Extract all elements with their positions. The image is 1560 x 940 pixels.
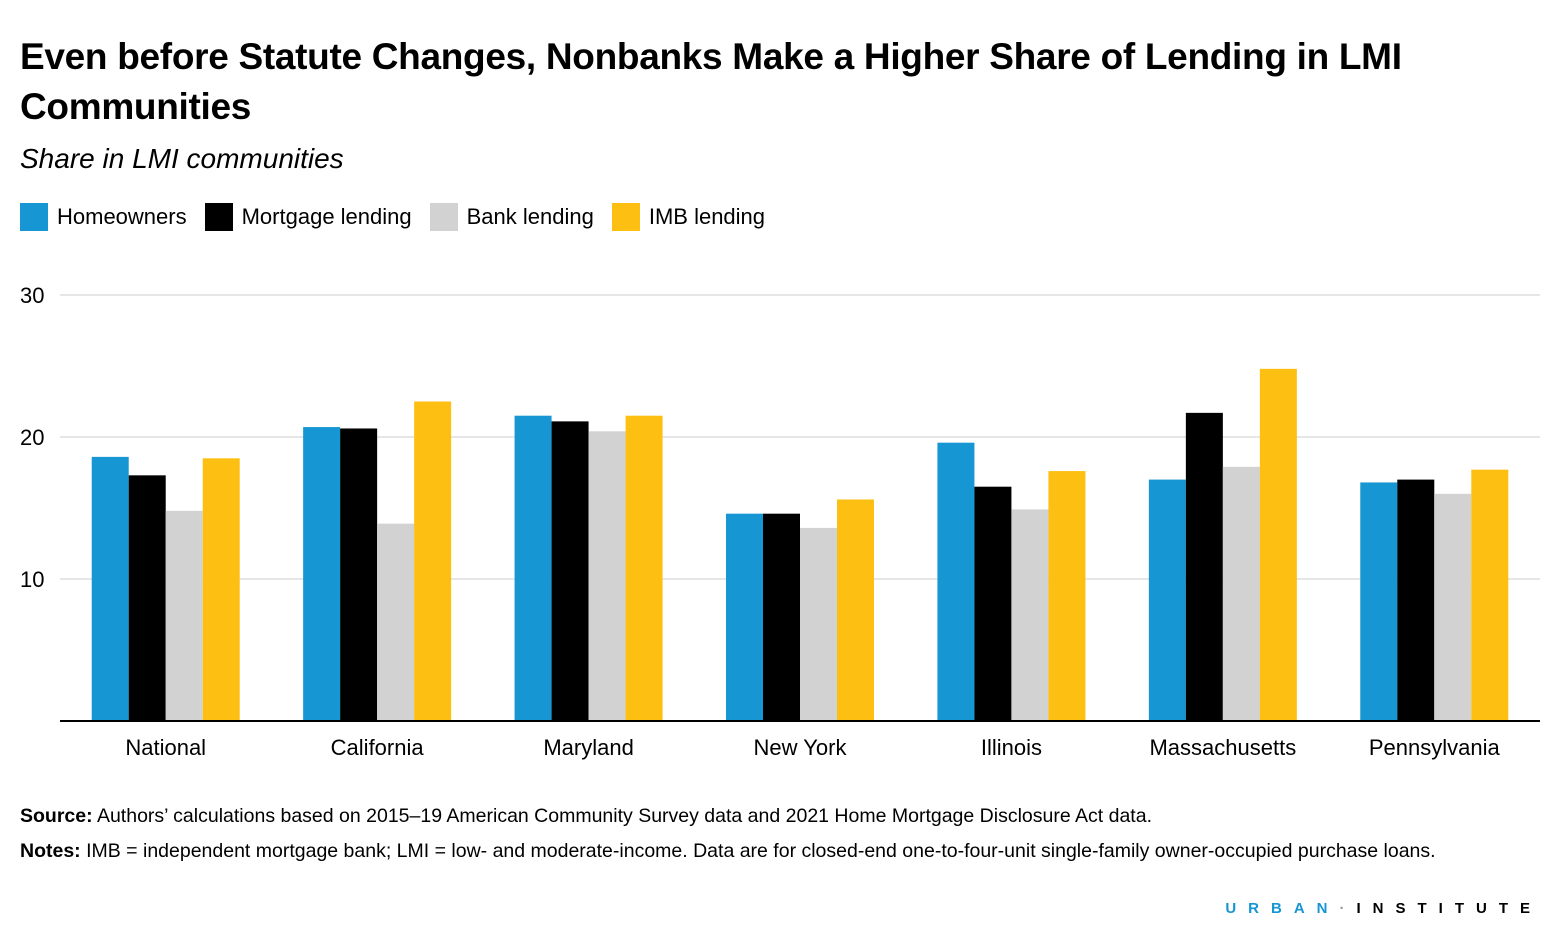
bar-mortgage-lending <box>340 428 378 721</box>
bar-bank-lending <box>165 510 203 721</box>
bar-homeowners <box>514 415 552 721</box>
bar-mortgage-lending <box>974 486 1012 721</box>
logo-urban: URBAN <box>1225 900 1340 917</box>
bar-imb-lending <box>1471 469 1509 721</box>
legend-item: Homeowners <box>20 203 187 231</box>
bar-homeowners <box>91 456 129 721</box>
x-tick-label: California <box>331 735 425 760</box>
source-label: Source: <box>20 805 93 827</box>
notes-label: Notes: <box>20 840 81 862</box>
legend-item: IMB lending <box>611 203 766 231</box>
legend-label: Mortgage lending <box>241 204 412 229</box>
chart-title: Even before Statute Changes, Nonbanks Ma… <box>20 36 1402 127</box>
x-tick-label: National <box>125 735 206 760</box>
bar-imb-lending <box>837 499 874 721</box>
bar-bank-lending <box>1222 466 1260 721</box>
bar-homeowners <box>937 442 975 721</box>
x-tick-label: New York <box>754 735 848 760</box>
bar-imb-lending <box>1259 368 1297 721</box>
logo-sep: · <box>1339 900 1357 917</box>
bar-mortgage-lending <box>128 475 166 721</box>
bar-homeowners <box>1360 482 1398 721</box>
bar-homeowners <box>726 513 763 721</box>
bar-mortgage-lending <box>551 421 589 721</box>
x-tick-label: Illinois <box>981 735 1042 760</box>
x-tick-label: Maryland <box>543 735 633 760</box>
bar-imb-lending <box>625 415 663 721</box>
bar-imb-lending <box>202 458 240 721</box>
legend-swatch <box>20 203 48 231</box>
legend-label: Homeowners <box>57 204 187 229</box>
legend-item: Mortgage lending <box>204 203 412 231</box>
bar-homeowners <box>1148 479 1186 721</box>
logo-institute: INSTITUTE <box>1356 900 1542 917</box>
urban-institute-logo: URBAN·INSTITUTE <box>1225 900 1542 917</box>
source-note: Source: Authors’ calculations based on 2… <box>20 804 1540 828</box>
notes: Notes: IMB = independent mortgage bank; … <box>20 839 1540 863</box>
bar-bank-lending <box>588 431 626 721</box>
y-tick-label: 10 <box>20 567 44 592</box>
legend-label: IMB lending <box>648 204 766 229</box>
bar-mortgage-lending <box>763 513 800 721</box>
bar-bank-lending <box>1434 493 1472 721</box>
bar-bank-lending <box>1011 509 1049 721</box>
y-tick-label: 20 <box>20 425 44 450</box>
x-tick-label: Pennsylvania <box>1369 735 1501 760</box>
bar-mortgage-lending <box>1185 412 1223 721</box>
bar-imb-lending <box>1048 471 1086 721</box>
legend-swatch <box>429 203 458 231</box>
x-tick-label: Massachusetts <box>1149 735 1296 760</box>
bar-mortgage-lending <box>1397 479 1435 721</box>
legend-swatch <box>611 203 640 231</box>
bar-imb-lending <box>414 401 452 721</box>
source-text: Authors’ calculations based on 2015–19 A… <box>92 805 1152 827</box>
bar-homeowners <box>303 427 341 721</box>
legend-label: Bank lending <box>466 204 594 229</box>
legend-item: Bank lending <box>429 203 594 231</box>
bar-bank-lending <box>800 527 837 721</box>
legend-swatch <box>204 203 233 231</box>
notes-text: IMB = independent mortgage bank; LMI = l… <box>80 840 1436 862</box>
bar-bank-lending <box>377 523 415 721</box>
legend: Homeowners Mortgage lending Bank lending IM… <box>20 203 765 231</box>
y-tick-label: 30 <box>20 283 44 308</box>
chart-subtitle: Share in LMI communities <box>20 143 344 174</box>
